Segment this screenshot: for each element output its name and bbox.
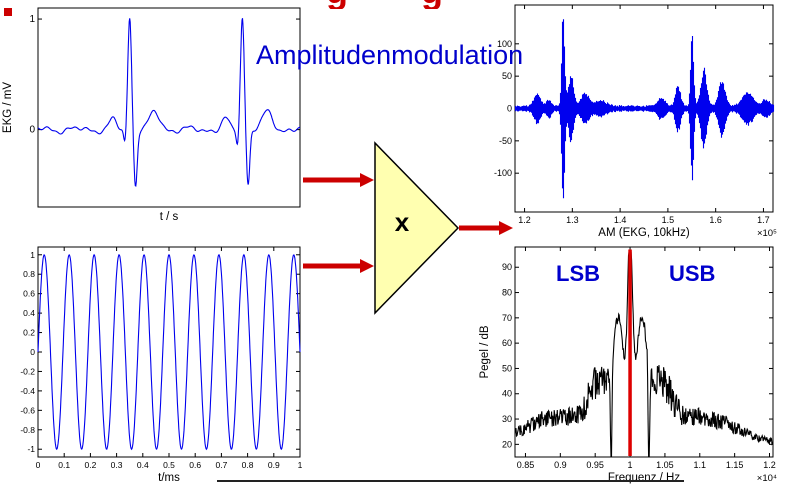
y-tick-label: 1: [30, 250, 35, 260]
multiplier-triangle: [374, 141, 460, 315]
arrow-ekg-to-multiplier: [303, 173, 374, 187]
x-tick-label: 0.85: [517, 460, 535, 470]
y-tick-label: 0.2: [23, 328, 35, 338]
x-tick-label: 0.1: [58, 460, 70, 470]
x-axis-label: AM (EKG, 10kHz): [598, 227, 690, 239]
x-tick-label: 1: [298, 460, 303, 470]
x-tick-label: 1: [628, 460, 633, 470]
x-axis-label: t / s: [160, 211, 179, 223]
x-axis-label: t/ms: [158, 472, 180, 484]
red-corner-mark: [4, 8, 12, 16]
clipped-letter-fragment: g: [326, 0, 352, 9]
axis-exponent: ×10⁵: [757, 228, 777, 239]
y-tick-label: -0.8: [20, 425, 35, 435]
y-tick-label: -100: [494, 168, 512, 178]
x-tick-label: 0.9: [554, 460, 567, 470]
x-tick-label: 0.95: [586, 460, 604, 470]
clipped-letter-fragment: g: [421, 0, 447, 9]
x-tick-label: 1.2: [763, 460, 776, 470]
x-tick-label: 0: [36, 460, 41, 470]
x-tick-label: 1.4: [614, 215, 627, 225]
y-tick-label: -0.6: [20, 405, 35, 415]
am-trace: [514, 19, 775, 199]
x-tick-label: 1.7: [757, 215, 770, 225]
y-tick-label: 60: [502, 338, 512, 348]
y-tick-label: 50: [502, 363, 512, 373]
y-tick-label: -0.4: [20, 386, 35, 396]
x-tick-label: 1.1: [694, 460, 707, 470]
x-tick-label: 0.6: [189, 460, 201, 470]
axis-exponent: ×10⁴: [757, 473, 777, 484]
ekg-trace: [37, 18, 301, 187]
ekg-plot: 0 1 t / s EKG / mV: [2, 7, 301, 223]
multiplier-symbol: x: [394, 207, 410, 237]
y-axis-label: Pegel / dB: [479, 325, 491, 378]
arrow-carrier-to-multiplier: [303, 259, 374, 273]
y-tick-label: -1: [27, 444, 35, 454]
y-tick-label: 0.6: [23, 289, 35, 299]
y-tick-label: 30: [502, 414, 512, 424]
y-axis-label: EKG / mV: [2, 82, 14, 133]
y-tick-label: 0: [30, 347, 35, 357]
bottom-frame-line: [217, 480, 684, 482]
page-title: Amplitudenmodulation: [256, 40, 524, 70]
usb-label: USB: [669, 261, 716, 286]
y-tick-label: 100: [497, 39, 512, 49]
y-tick-label: -50: [499, 136, 512, 146]
x-tick-label: 0.9: [268, 460, 280, 470]
x-tick-label: 1.3: [566, 215, 579, 225]
x-tick-label: 1.05: [656, 460, 674, 470]
y-tick-label: 20: [502, 439, 512, 449]
x-tick-label: 0.8: [242, 460, 254, 470]
y-tick-label: 40: [502, 389, 512, 399]
y-tick-label: 0: [507, 104, 512, 114]
y-tick-label: 0.8: [23, 269, 35, 279]
x-tick-label: 0.7: [215, 460, 227, 470]
y-tick-label: 50: [502, 71, 512, 81]
x-tick-label: 1.2: [518, 215, 531, 225]
x-tick-label: 0.3: [111, 460, 123, 470]
axes-box: [37, 246, 301, 458]
carrier-trace: [37, 253, 301, 451]
arrow-multiplier-to-am: [459, 221, 513, 235]
x-tick-label: 1.6: [709, 215, 722, 225]
lsb-label: LSB: [556, 261, 600, 286]
y-tick-label: 1: [29, 14, 35, 25]
x-tick-label: 1.5: [662, 215, 675, 225]
axes-box: [37, 7, 301, 208]
spectrum-trace: [514, 251, 774, 458]
y-tick-label: 70: [502, 313, 512, 323]
y-tick-label: 0.4: [23, 308, 35, 318]
y-tick-label: 80: [502, 288, 512, 298]
x-tick-label: 0.5: [163, 460, 175, 470]
x-tick-label: 0.4: [137, 460, 149, 470]
carrier-plot: 0 0.1 0.2 0.3 0.4 0.5 0.6 0.7 0.8 0.9 1 1 0.8 0.6 0.4 0…: [20, 246, 303, 484]
y-tick-label: 0: [29, 125, 35, 136]
x-axis-label: Frequenz / Hz: [608, 472, 680, 484]
am-plot: 1.2 1.3 1.4 1.5 1.6 1.7 -100 -50 0 50 100 AM (EKG, …: [494, 4, 777, 239]
y-tick-label: -0.2: [20, 366, 35, 376]
y-tick-label: 90: [502, 262, 512, 272]
x-tick-label: 0.2: [84, 460, 96, 470]
spectrum-plot: 0.85 0.9 0.95 1 1.05 1.1 1.15 1.2 20 30 40 50 60 70 80…: [479, 246, 777, 484]
x-tick-label: 1.15: [726, 460, 744, 470]
